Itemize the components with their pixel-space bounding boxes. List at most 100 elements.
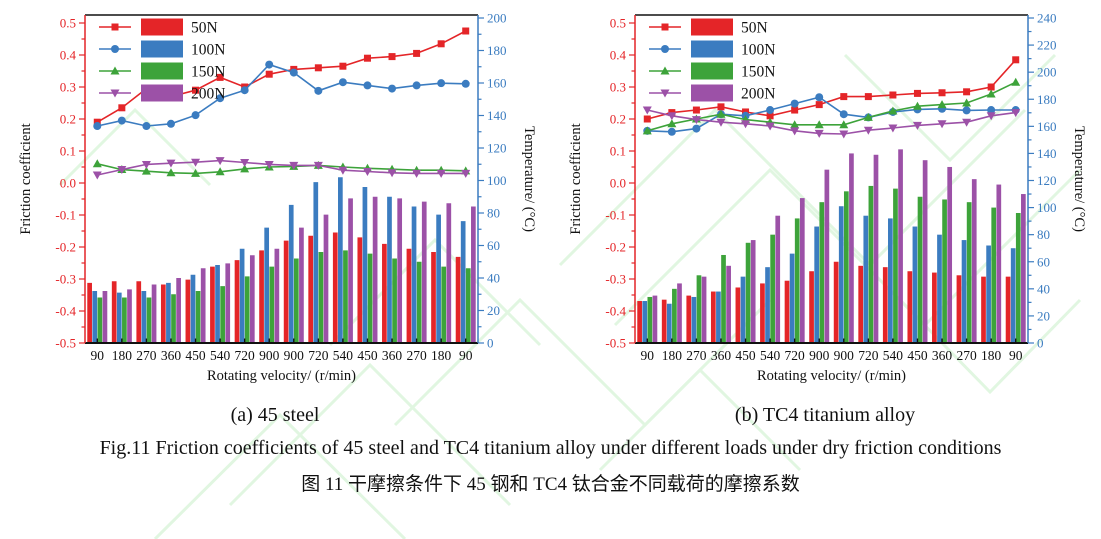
svg-text:0.4: 0.4 bbox=[60, 48, 77, 63]
chart-tc4-titanium: -0.5 -0.4 -0.3 -0.2 -0.1 0.0 0.1 0.2 0.3 0.4 0.5 0 2… bbox=[568, 11, 1087, 385]
svg-text:720: 720 bbox=[785, 348, 806, 363]
svg-text:0.5: 0.5 bbox=[60, 16, 76, 31]
svg-text:220: 220 bbox=[1037, 38, 1057, 53]
charts-row: -0.5 -0.4 -0.3 -0.2 -0.1 0.0 0.1 0.2 0.3 0.4 0.5 0 2… bbox=[18, 11, 1087, 385]
svg-text:50N: 50N bbox=[741, 20, 768, 37]
svg-text:540: 540 bbox=[883, 348, 904, 363]
svg-text:450: 450 bbox=[735, 348, 756, 363]
svg-text:0.5: 0.5 bbox=[610, 16, 626, 31]
subcaption-b: (b) TC4 titanium alloy bbox=[734, 404, 916, 426]
svg-text:90: 90 bbox=[1009, 348, 1023, 363]
svg-text:150N: 150N bbox=[741, 64, 775, 81]
svg-text:180: 180 bbox=[1037, 92, 1057, 107]
svg-text:200: 200 bbox=[1037, 65, 1057, 80]
svg-text:270: 270 bbox=[956, 348, 977, 363]
svg-text:Temperature/ (°C): Temperature/ (°C) bbox=[1071, 126, 1087, 232]
svg-text:0.3: 0.3 bbox=[60, 80, 76, 95]
svg-text:-0.3: -0.3 bbox=[605, 272, 626, 287]
svg-text:200N: 200N bbox=[191, 86, 225, 103]
svg-text:90: 90 bbox=[91, 348, 105, 363]
svg-text:200N: 200N bbox=[741, 86, 775, 103]
svg-text:120: 120 bbox=[1037, 173, 1057, 188]
svg-text:-0.1: -0.1 bbox=[605, 208, 626, 223]
svg-text:0.0: 0.0 bbox=[60, 176, 76, 191]
svg-text:90: 90 bbox=[641, 348, 655, 363]
svg-text:90: 90 bbox=[459, 348, 473, 363]
svg-text:240: 240 bbox=[1037, 11, 1057, 26]
svg-text:0.1: 0.1 bbox=[60, 144, 76, 159]
svg-text:Temperature/ (°C): Temperature/ (°C) bbox=[521, 126, 537, 232]
svg-text:450: 450 bbox=[357, 348, 378, 363]
svg-text:-0.5: -0.5 bbox=[55, 336, 76, 351]
svg-text:120: 120 bbox=[487, 141, 507, 156]
svg-text:-0.1: -0.1 bbox=[55, 208, 76, 223]
svg-text:540: 540 bbox=[760, 348, 781, 363]
svg-text:270: 270 bbox=[686, 348, 707, 363]
svg-text:900: 900 bbox=[809, 348, 830, 363]
svg-text:Rotating velocity/ (r/min): Rotating velocity/ (r/min) bbox=[757, 368, 906, 384]
svg-text:0: 0 bbox=[487, 336, 494, 351]
svg-text:100: 100 bbox=[487, 173, 507, 188]
subcaption-a: (a) 45 steel bbox=[230, 404, 320, 426]
svg-text:360: 360 bbox=[382, 348, 403, 363]
svg-text:60: 60 bbox=[487, 238, 500, 253]
svg-text:-0.4: -0.4 bbox=[55, 304, 76, 319]
svg-text:140: 140 bbox=[1037, 146, 1057, 161]
svg-text:200: 200 bbox=[487, 11, 507, 26]
svg-text:80: 80 bbox=[487, 206, 500, 221]
svg-text:-0.5: -0.5 bbox=[605, 336, 626, 351]
svg-text:180: 180 bbox=[981, 348, 1002, 363]
figure-caption-chinese: 图 11 干摩擦条件下 45 钢和 TC4 钛合金不同载荷的摩擦系数 bbox=[301, 474, 800, 495]
svg-text:0.3: 0.3 bbox=[610, 80, 626, 95]
svg-text:450: 450 bbox=[185, 348, 206, 363]
svg-text:140: 140 bbox=[487, 108, 507, 123]
svg-text:100N: 100N bbox=[191, 42, 225, 59]
svg-text:-0.4: -0.4 bbox=[605, 304, 626, 319]
svg-text:900: 900 bbox=[284, 348, 305, 363]
svg-text:900: 900 bbox=[259, 348, 280, 363]
svg-text:20: 20 bbox=[1037, 308, 1050, 323]
svg-text:0.2: 0.2 bbox=[60, 112, 76, 127]
svg-text:360: 360 bbox=[932, 348, 953, 363]
svg-text:900: 900 bbox=[834, 348, 855, 363]
svg-text:-0.2: -0.2 bbox=[605, 240, 626, 255]
svg-text:450: 450 bbox=[907, 348, 928, 363]
svg-text:540: 540 bbox=[210, 348, 231, 363]
svg-text:0.0: 0.0 bbox=[610, 176, 626, 191]
svg-text:720: 720 bbox=[235, 348, 256, 363]
svg-text:Friction coefficient: Friction coefficient bbox=[568, 123, 584, 234]
svg-text:270: 270 bbox=[406, 348, 427, 363]
svg-text:360: 360 bbox=[161, 348, 182, 363]
svg-text:270: 270 bbox=[136, 348, 157, 363]
svg-text:0.4: 0.4 bbox=[610, 48, 627, 63]
svg-text:0.1: 0.1 bbox=[610, 144, 626, 159]
svg-text:150N: 150N bbox=[191, 64, 225, 81]
svg-text:-0.2: -0.2 bbox=[55, 240, 76, 255]
figure-caption-english: Fig.11 Friction coefficients of 45 steel… bbox=[99, 437, 1002, 459]
svg-text:540: 540 bbox=[333, 348, 354, 363]
svg-text:Rotating velocity/ (r/min): Rotating velocity/ (r/min) bbox=[207, 368, 356, 384]
svg-text:160: 160 bbox=[1037, 119, 1057, 134]
svg-text:160: 160 bbox=[487, 76, 507, 91]
svg-text:180: 180 bbox=[431, 348, 452, 363]
svg-text:40: 40 bbox=[1037, 281, 1050, 296]
svg-text:0.2: 0.2 bbox=[610, 112, 626, 127]
svg-text:360: 360 bbox=[711, 348, 732, 363]
subcaptions-row: (a) 45 steel (b) TC4 titanium alloy bbox=[0, 404, 1101, 427]
svg-text:40: 40 bbox=[487, 271, 500, 286]
svg-text:720: 720 bbox=[308, 348, 329, 363]
svg-text:0: 0 bbox=[1037, 336, 1044, 351]
svg-text:100N: 100N bbox=[741, 42, 775, 59]
svg-text:80: 80 bbox=[1037, 227, 1050, 242]
chart-45-steel: -0.5 -0.4 -0.3 -0.2 -0.1 0.0 0.1 0.2 0.3 0.4 0.5 0 2… bbox=[18, 11, 537, 385]
svg-text:Friction coefficient: Friction coefficient bbox=[18, 123, 34, 234]
svg-text:720: 720 bbox=[858, 348, 879, 363]
svg-text:60: 60 bbox=[1037, 254, 1050, 269]
svg-text:180: 180 bbox=[112, 348, 133, 363]
svg-text:100: 100 bbox=[1037, 200, 1057, 215]
svg-text:180: 180 bbox=[662, 348, 683, 363]
svg-text:20: 20 bbox=[487, 303, 500, 318]
svg-text:-0.3: -0.3 bbox=[55, 272, 76, 287]
svg-text:180: 180 bbox=[487, 43, 507, 58]
